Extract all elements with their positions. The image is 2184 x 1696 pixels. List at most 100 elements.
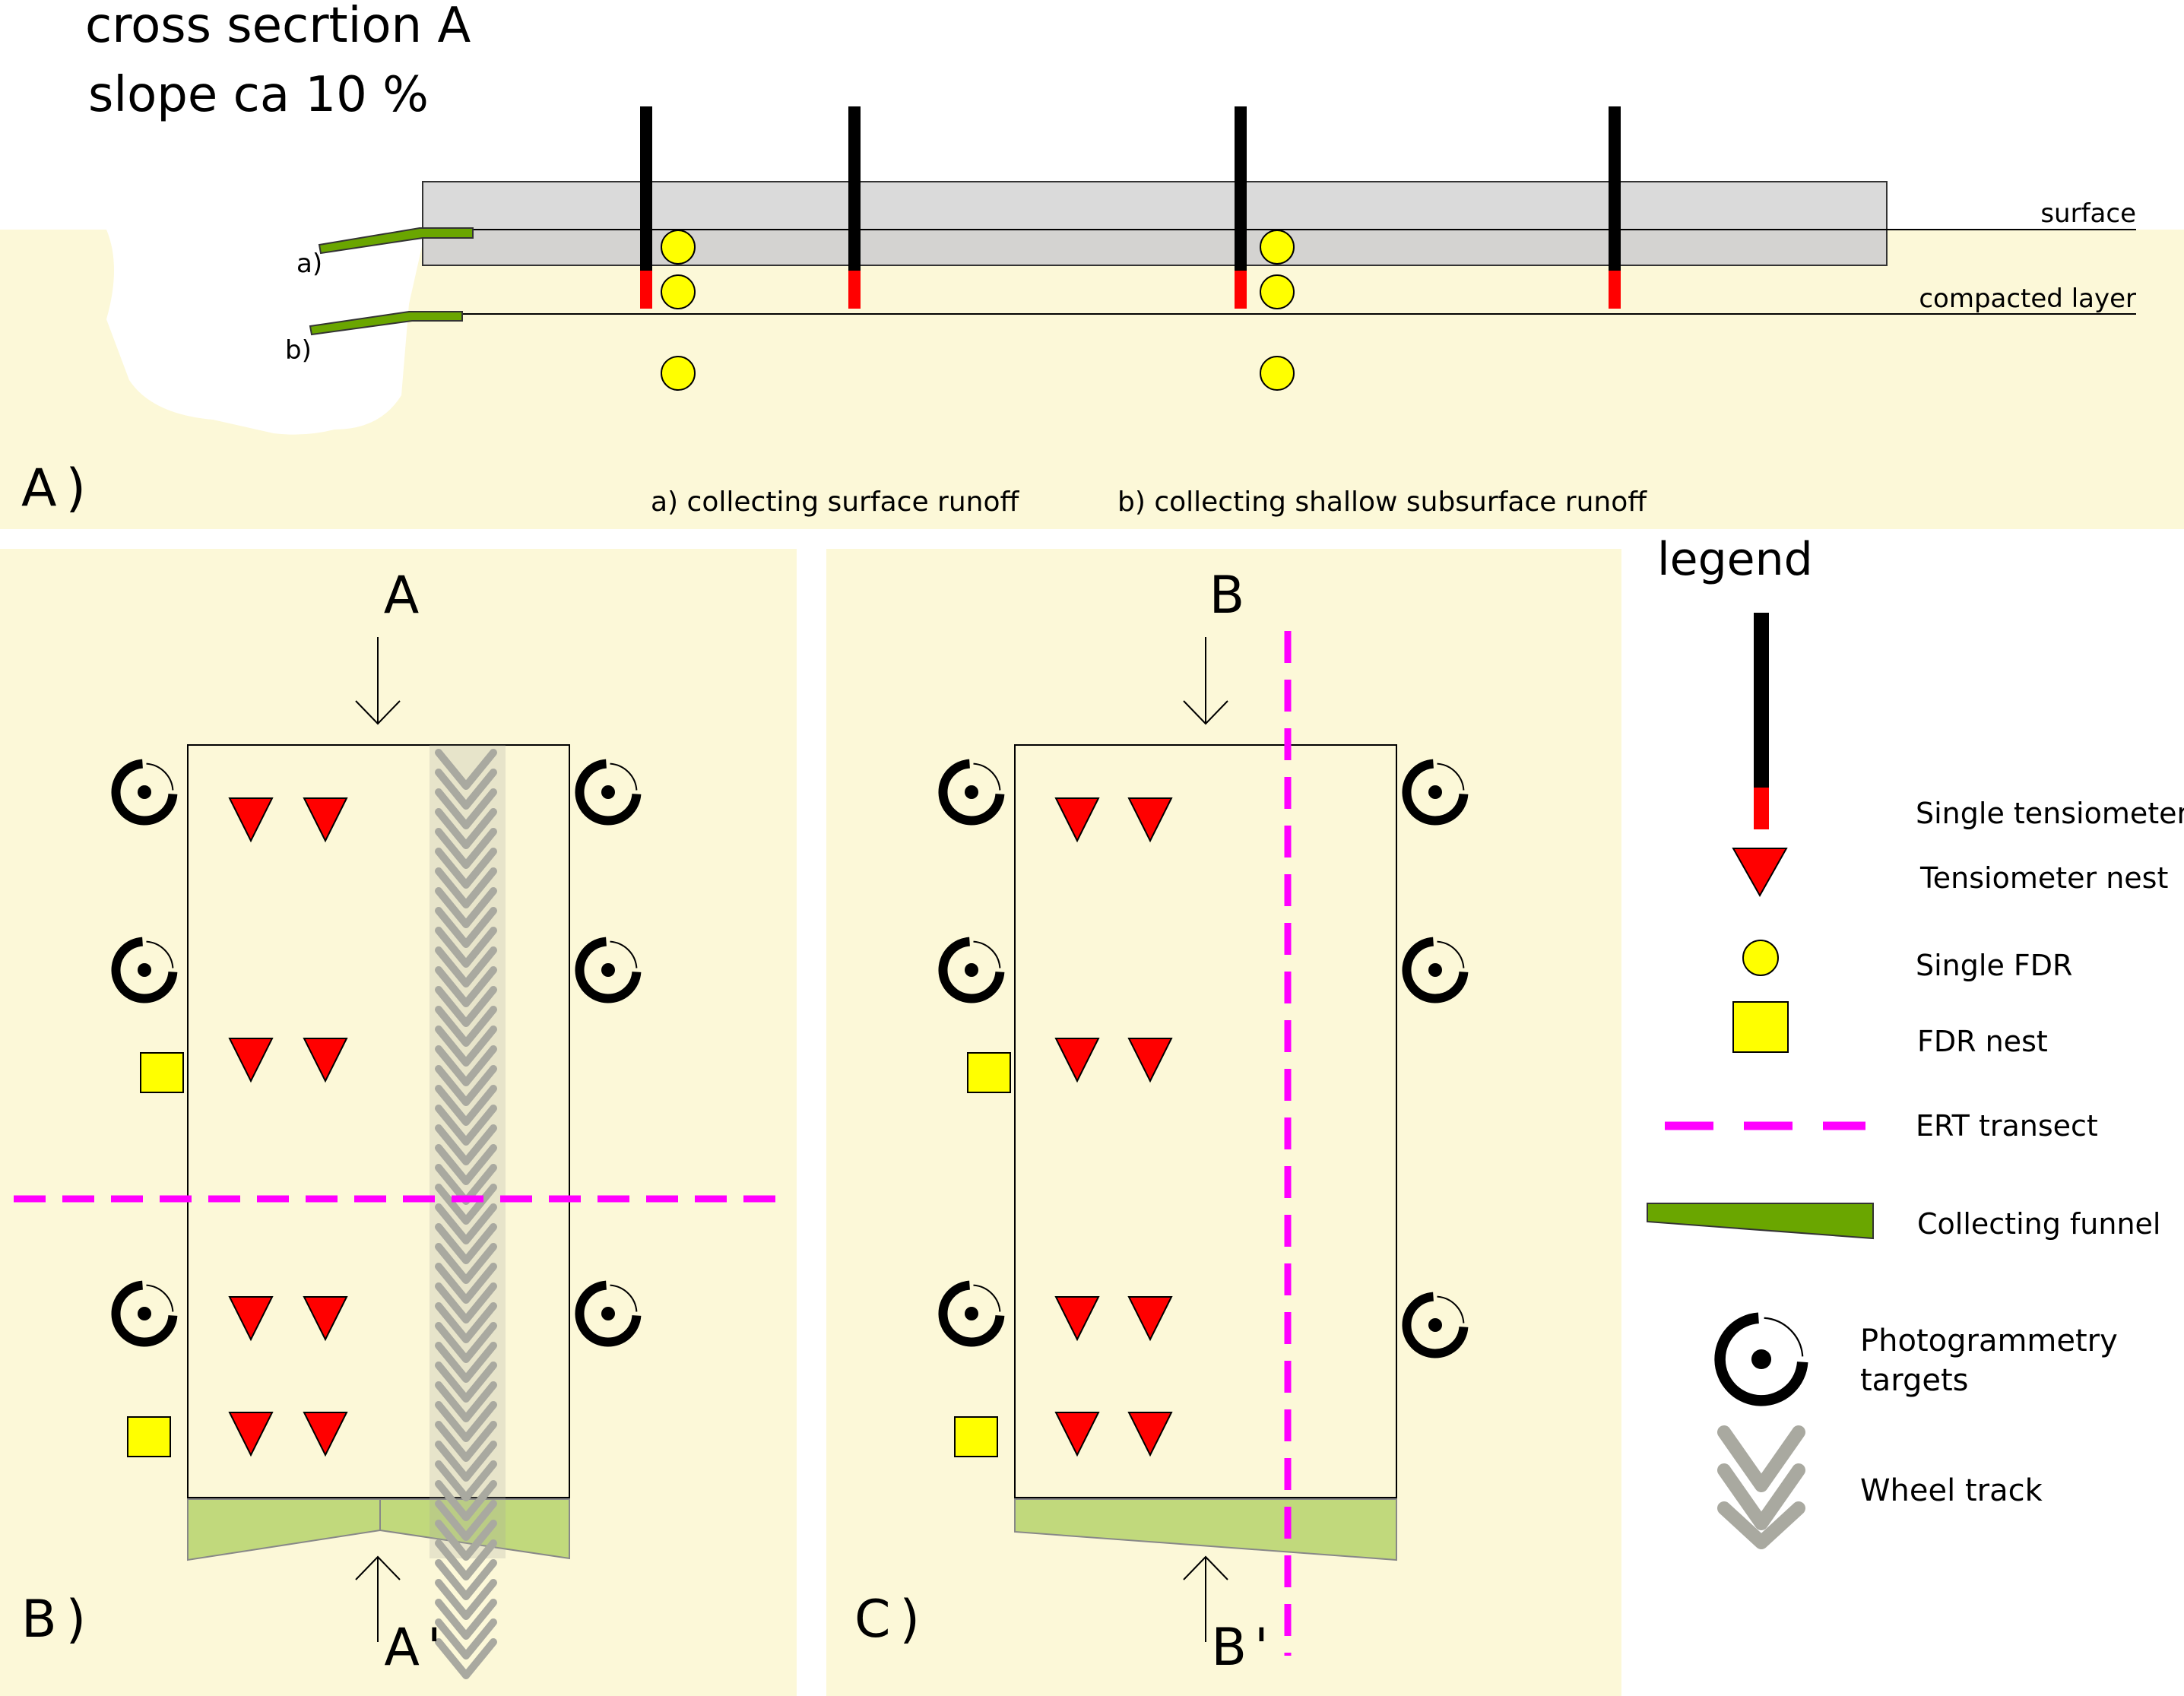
wheel-track-icon: [1717, 1425, 1805, 1549]
tread-mark: [435, 1599, 497, 1640]
fdr-sensor: [661, 356, 696, 391]
tread-mark: [435, 1362, 497, 1403]
legend-title: legend: [1657, 533, 1813, 586]
tread-mark: [435, 848, 497, 889]
section-arrow-bottom: [1183, 1555, 1228, 1642]
note-subsurface-runoff: b) collecting shallow subsurface runoff: [1117, 487, 1647, 518]
tread-mark: [435, 1006, 497, 1047]
funnel-a-label: a): [296, 249, 322, 279]
plot-outline: [187, 744, 570, 1498]
legend-label: Collecting funnel: [1917, 1207, 2160, 1241]
tread-mark: [435, 966, 497, 1007]
tread-mark: [435, 1282, 497, 1324]
panel-b-label: B): [21, 1590, 95, 1650]
panel-a-label: A): [21, 458, 95, 518]
tread-mark: [435, 1520, 497, 1561]
fdr-sensor: [1260, 274, 1295, 309]
tread-mark: [435, 788, 497, 829]
legend-label: Tensiometer nest: [1919, 861, 2168, 895]
tread-mark: [435, 1026, 497, 1067]
section-arrow-top: [355, 637, 401, 725]
tread-mark: [435, 1618, 497, 1660]
tread-mark: [435, 828, 497, 869]
tread-mark: [435, 1243, 497, 1284]
tread-mark: [435, 1322, 497, 1363]
tread-mark: [435, 769, 497, 810]
tread-mark: [435, 1302, 497, 1343]
tread-mark: [435, 1223, 497, 1264]
tread-mark: [435, 749, 497, 790]
tread-mark: [435, 867, 497, 908]
tread-mark: [435, 1460, 497, 1501]
section-label-bottom: B': [1211, 1618, 1276, 1678]
fdr-nest: [967, 1052, 1011, 1093]
tread-mark: [435, 1539, 497, 1580]
tread-mark: [435, 1421, 497, 1462]
tensiometer: [848, 106, 861, 309]
section-label-bottom: A': [384, 1618, 449, 1678]
tread-mark: [435, 1381, 497, 1422]
note-surface-runoff: a) collecting surface runoff: [651, 487, 1019, 518]
collecting-funnel: [1014, 1498, 1397, 1561]
tread-mark: [435, 1184, 497, 1225]
plot-outline: [1014, 744, 1397, 1498]
funnel-b-label: b): [285, 335, 312, 366]
tread-mark: [435, 1441, 497, 1482]
legend-label: FDR nest: [1917, 1025, 2048, 1058]
compacted-layer-label: compacted layer: [1919, 284, 2136, 314]
fdr-nest-icon: [1732, 1001, 1789, 1053]
section-arrow-top: [1183, 637, 1228, 725]
panel-c-plan-view: B B' C): [826, 549, 1621, 1696]
section-label-top: B: [1209, 566, 1245, 626]
legend-label: Photogrammetry: [1860, 1324, 2118, 1358]
tread-mark: [435, 1401, 497, 1442]
cross-section-title: cross secrtion A: [85, 0, 471, 54]
fdr-icon: [1742, 940, 1779, 976]
tread-mark: [435, 1085, 497, 1126]
tread-mark: [435, 1579, 497, 1620]
tread-mark: [435, 1638, 497, 1679]
gully-cutout: [106, 230, 426, 435]
tread-mark: [435, 1144, 497, 1185]
tread-mark: [435, 1559, 497, 1600]
funnel-icon: [1647, 1203, 1874, 1240]
tread-mark: [435, 1065, 497, 1106]
panel-c-label: C): [854, 1590, 929, 1650]
tread-mark: [435, 1263, 497, 1304]
legend: legend Single tensiometer Tensiometer ne…: [1647, 533, 2184, 1549]
tread-mark: [435, 1500, 497, 1541]
section-label-top: A: [384, 566, 420, 626]
surface-funnel: [318, 227, 474, 255]
tread-mark: [435, 808, 497, 849]
tensiometer-nest-icon: [1732, 848, 1788, 898]
legend-label: Single FDR: [1916, 949, 2072, 982]
fdr-sensor: [1260, 356, 1295, 391]
photogrammetry-target-icon: [1714, 1312, 1808, 1406]
fdr-nest: [127, 1416, 171, 1457]
tread-mark: [435, 1480, 497, 1521]
tread-mark: [435, 1203, 497, 1244]
tread-mark: [435, 1045, 497, 1086]
tread-mark: [435, 986, 497, 1027]
tread-mark: [435, 927, 497, 968]
legend-label: ERT transect: [1916, 1109, 2098, 1143]
fdr-sensor: [661, 274, 696, 309]
tensiometer: [1235, 106, 1247, 309]
legend-label: Single tensiometer: [1916, 797, 2184, 830]
fdr-nest: [954, 1416, 998, 1457]
tread-mark: [435, 1124, 497, 1165]
subsurface-funnel: [309, 311, 463, 336]
panel-a-cross-section: cross secrtion A slope ca 10 % surface c…: [0, 0, 2184, 529]
fdr-nest: [140, 1052, 184, 1093]
surface-label: surface: [2040, 198, 2136, 229]
fdr-sensor: [1260, 230, 1295, 265]
slope-label: slope ca 10 %: [88, 67, 429, 123]
tread-mark: [435, 1105, 497, 1146]
legend-label: Wheel track: [1860, 1473, 2043, 1508]
section-arrow-bottom: [355, 1555, 401, 1642]
tensiometer: [640, 106, 652, 309]
wheel-track: [430, 745, 506, 1679]
panel-b-plan-view: A A' B): [0, 549, 797, 1696]
fdr-sensor: [661, 230, 696, 265]
